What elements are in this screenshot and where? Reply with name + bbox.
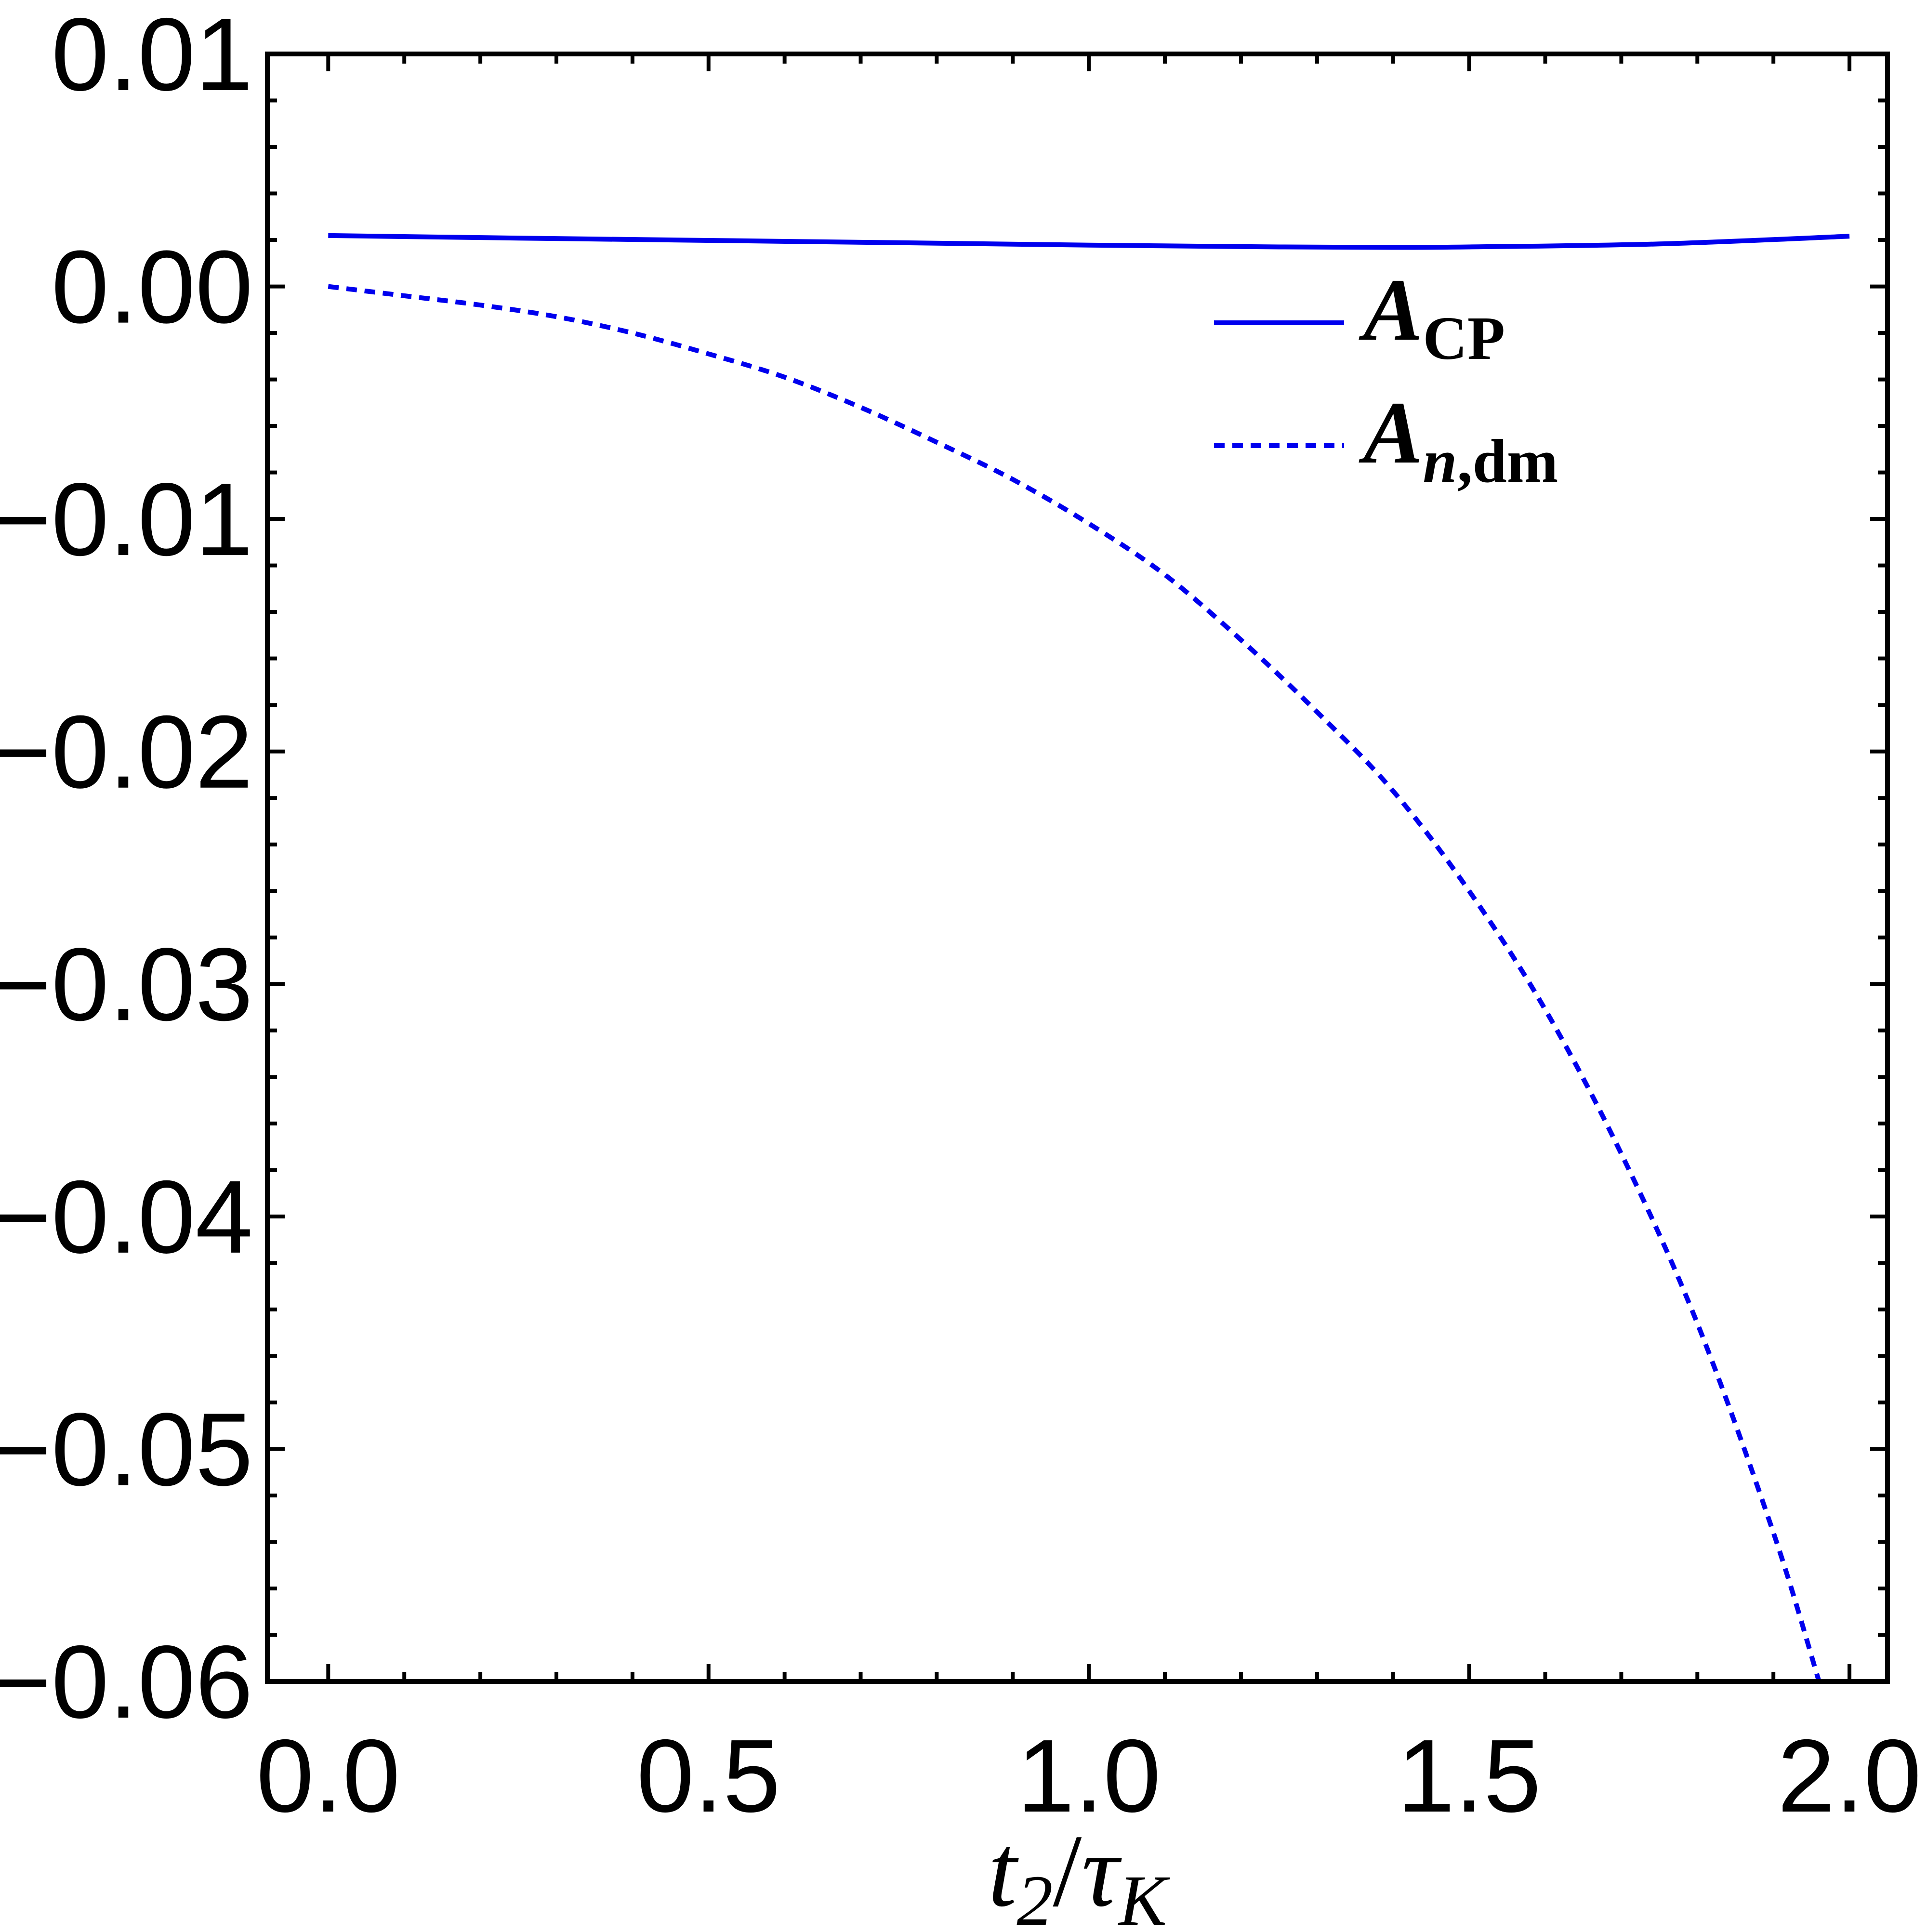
- y-tick-label: 0.01: [52, 0, 253, 112]
- legend-label-andm: An,dm: [1359, 384, 1558, 495]
- x-tick-label: 1.5: [1397, 1718, 1541, 1834]
- legend-label-acp: ACP: [1359, 261, 1505, 372]
- series-line-acp: [328, 233, 1850, 250]
- plot-frame: [265, 52, 1890, 1684]
- x-axis-label: t2/τK: [988, 1813, 1170, 1932]
- x-tick-label: 0.0: [256, 1718, 400, 1834]
- y-tick-label: −0.02: [0, 694, 253, 810]
- plot-series: [328, 233, 1850, 1682]
- legend: ACP An,dm: [1214, 261, 1558, 495]
- axis-ticks: [267, 52, 1887, 1683]
- y-tick-label: −0.03: [0, 926, 253, 1042]
- y-tick-label: −0.06: [0, 1624, 253, 1740]
- x-tick-label: 0.5: [636, 1718, 780, 1834]
- tick-labels: 0.0 0.5 1.0 1.5 2.0 0.01 0.00 −0.01 −0.02 −0.03 −0…: [0, 0, 1922, 1834]
- y-tick-label: −0.05: [0, 1391, 253, 1507]
- x-tick-label: 1.0: [1017, 1718, 1161, 1834]
- series-line-andm: [328, 284, 1821, 1682]
- y-tick-label: −0.01: [0, 461, 253, 577]
- x-tick-label: 2.0: [1778, 1718, 1922, 1834]
- y-tick-label: 0.00: [52, 229, 253, 345]
- y-tick-label: −0.04: [0, 1159, 253, 1275]
